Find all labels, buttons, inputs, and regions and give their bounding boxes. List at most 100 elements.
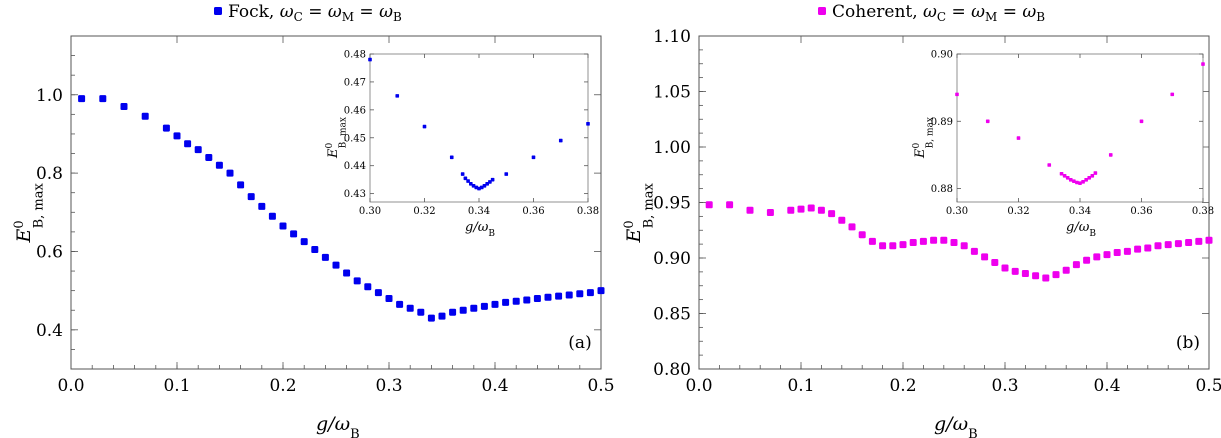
inset-frame (956, 53, 1204, 203)
inset-x-axis-label: g/ωB (465, 220, 495, 239)
inset-y-tick-label: 0.88 (931, 184, 953, 195)
inset-data-point (1075, 180, 1079, 185)
inset-data-point (368, 57, 372, 62)
x-tick-label: 0.0 (685, 376, 712, 396)
chart-panel-b: 0.0 0.1 0.2 0.3 0.4 0.5 0.80 0.85 0.90 0.95 1.00 1.… (622, 2, 1221, 438)
data-point (705, 201, 713, 209)
data-point (828, 210, 836, 218)
data-point (1103, 251, 1111, 259)
inset-data-point (985, 119, 990, 124)
inset-y-axis-label-group: E0 B, max (325, 117, 349, 159)
x-tick-label: 0.5 (587, 376, 614, 396)
y-tick-label: 0.95 (653, 194, 691, 214)
inset-data-point (1068, 178, 1073, 182)
data-point (919, 237, 927, 245)
inset-data-point (1084, 178, 1088, 182)
inset-data-point (477, 186, 481, 191)
data-point (173, 132, 181, 140)
data-point (141, 112, 149, 120)
inset-y-tick-label: 0.90 (931, 50, 953, 61)
data-point (797, 205, 805, 213)
data-point (533, 294, 541, 302)
data-point (194, 146, 202, 154)
y-axis-label-group: E0 B, max (622, 183, 657, 244)
data-point (1195, 237, 1203, 245)
data-point (1205, 236, 1213, 244)
data-point (247, 193, 255, 201)
inset-data-point (1047, 163, 1052, 167)
y-tick-label: 0.90 (653, 249, 691, 269)
data-point (237, 181, 245, 189)
data-point (417, 308, 425, 316)
inset-data-point (1081, 180, 1085, 184)
inset-data-point (488, 180, 492, 184)
inset-data-point (531, 155, 536, 160)
inset-x-tick-label: 0.34 (468, 206, 490, 217)
inset-data-point (474, 185, 479, 190)
inset-data-point (1016, 136, 1021, 140)
data-point (1123, 247, 1131, 255)
inset-data-point (1087, 175, 1092, 180)
inset-data-point (558, 138, 563, 143)
data-point (909, 238, 917, 246)
inset-x-tick-label: 0.30 (946, 206, 968, 217)
y-tick-label: 1.05 (653, 83, 691, 103)
data-point (544, 293, 552, 301)
y-tick-label: 0.85 (653, 305, 691, 325)
data-point (226, 169, 234, 177)
data-point (449, 308, 457, 316)
inset-x-tick-label: 0.32 (413, 206, 435, 217)
data-point (848, 223, 856, 231)
data-point (184, 140, 192, 148)
inset-data-point (1093, 171, 1098, 175)
inset-data-point (1065, 175, 1070, 180)
data-point (385, 294, 393, 302)
data-point (300, 238, 308, 246)
inset-y-tick-label: 0.46 (344, 105, 366, 116)
data-point (205, 153, 213, 161)
inset-data-point (463, 176, 468, 181)
data-point (332, 261, 340, 269)
panel-label: (a) (568, 333, 591, 353)
data-point (950, 238, 958, 246)
inset-y-tick-label: 0.47 (344, 77, 366, 88)
inset-data-point (1108, 153, 1113, 157)
data-point (586, 289, 594, 297)
inset-y-tick-label: 0.45 (344, 133, 366, 144)
data-point (555, 292, 563, 300)
data-point (279, 222, 287, 230)
inset-plot: 0.30 0.32 0.34 0.36 0.38 0.88 0.89 0.90 g/ωB E0 B,… (912, 50, 1214, 240)
inset-x-tick-label: 0.38 (577, 206, 599, 217)
data-point (427, 314, 435, 322)
inset-data-point (1139, 119, 1144, 124)
data-point (268, 212, 276, 220)
data-point (1032, 272, 1040, 280)
data-point (502, 298, 510, 306)
data-point (480, 302, 488, 310)
y-axis-label: E0 B, max (622, 183, 657, 244)
inset-y-axis-label: E0 B, max (325, 117, 349, 159)
y-tick-label: 0.6 (36, 242, 63, 262)
data-point (565, 291, 573, 299)
inset-data-point (469, 182, 473, 186)
data-point (374, 289, 382, 297)
inset-data-point (460, 172, 465, 176)
inset-data-point (471, 184, 476, 188)
data-point (807, 204, 815, 212)
data-point (290, 230, 298, 238)
data-point (746, 206, 754, 214)
y-axis-label-group: E0 B, max (12, 183, 47, 244)
data-point (981, 253, 989, 261)
inset-x-axis-label: g/ωB (1066, 220, 1096, 239)
inset-y-tick-label: 0.44 (344, 161, 366, 172)
data-point (1001, 264, 1009, 272)
data-point (1134, 245, 1142, 253)
data-point (396, 300, 404, 308)
data-point (512, 297, 520, 305)
data-point (1164, 241, 1172, 249)
data-point (858, 231, 866, 239)
data-point (523, 296, 531, 304)
data-point (1185, 238, 1193, 246)
legend-label: Fock, ωC = ωM = ωB (228, 2, 402, 24)
